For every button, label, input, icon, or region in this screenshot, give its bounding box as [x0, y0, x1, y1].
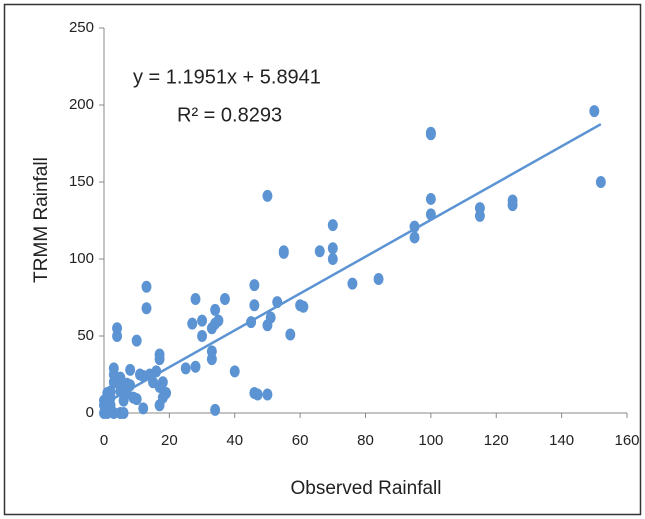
point [262, 388, 273, 401]
equation: y = 1.1951x + 5.8941 [133, 66, 321, 88]
point [327, 242, 338, 255]
point [285, 328, 296, 341]
point [314, 245, 325, 258]
y-axis-title: TRMM Rainfall [31, 157, 52, 283]
point [249, 299, 260, 312]
point [187, 317, 198, 330]
x-tick-label: 120 [484, 432, 509, 449]
point [141, 302, 152, 315]
x-tick-label: 60 [292, 432, 309, 449]
point [131, 393, 142, 406]
point [507, 199, 518, 212]
point [373, 273, 384, 286]
point [118, 407, 129, 419]
point [197, 330, 208, 342]
point [206, 353, 217, 366]
point [190, 360, 201, 373]
point [252, 388, 263, 401]
point [219, 293, 230, 306]
x-tick-label: 40 [226, 432, 243, 449]
x-axis-title: Observed Rainfall [290, 478, 441, 499]
point [278, 246, 289, 259]
point [249, 279, 260, 292]
point [262, 189, 273, 202]
y-tick-label: 0 [86, 404, 94, 421]
chart-border [3, 3, 642, 516]
point [210, 303, 221, 316]
point [157, 376, 168, 389]
point [138, 402, 149, 415]
r-squared: R² = 0.8293 [177, 104, 282, 126]
x-tick-label: 140 [549, 432, 574, 449]
point [213, 314, 224, 327]
y-tick-label: 100 [69, 250, 94, 267]
y-tick-label: 150 [69, 173, 94, 190]
y-tick-label: 50 [77, 327, 94, 344]
point [474, 209, 485, 222]
point [409, 231, 420, 244]
point [197, 314, 208, 327]
x-tick-label: 80 [357, 432, 374, 449]
point [131, 334, 142, 347]
point [347, 277, 358, 290]
y-tick-label: 250 [69, 19, 94, 36]
point [161, 386, 172, 399]
y-tick-label: 200 [69, 96, 94, 113]
point [298, 300, 309, 313]
point [112, 322, 123, 335]
point [210, 403, 221, 416]
x-tick-label: 20 [161, 432, 178, 449]
point [190, 293, 201, 306]
point [180, 362, 191, 375]
point [125, 363, 136, 376]
x-tick-label: 0 [100, 432, 108, 449]
point [327, 253, 338, 265]
point [105, 385, 116, 398]
trendline [103, 123, 602, 406]
point [141, 280, 152, 293]
point [265, 311, 276, 324]
point [229, 365, 240, 378]
point [425, 126, 436, 139]
point [595, 176, 606, 188]
point [589, 105, 600, 118]
point [327, 219, 338, 232]
x-tick-label: 160 [614, 432, 639, 449]
x-tick-label: 100 [418, 432, 443, 449]
point [154, 353, 165, 366]
point [425, 192, 436, 205]
